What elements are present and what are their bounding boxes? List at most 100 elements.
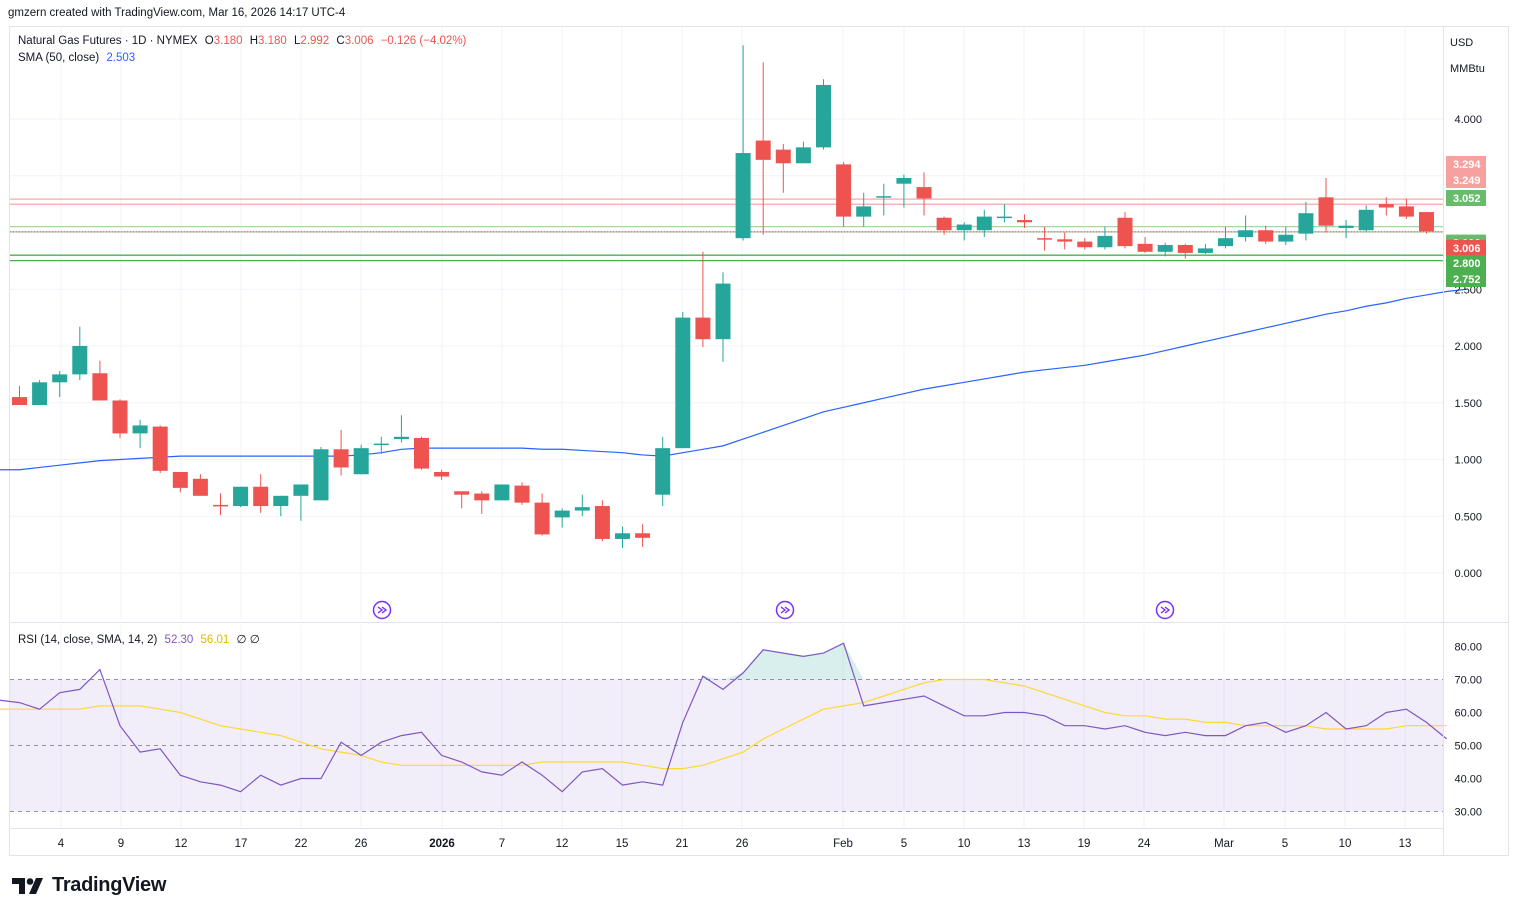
time-tick-label: 10: [958, 838, 971, 850]
candle-body: [514, 485, 530, 503]
candle-body: [976, 216, 992, 231]
candle-body: [52, 374, 68, 383]
candle-body: [594, 506, 610, 539]
candle-body: [554, 510, 570, 518]
time-tick-label: 19: [1078, 838, 1091, 850]
currency-label[interactable]: USD: [1450, 37, 1474, 49]
event-marker-arrow: [1160, 606, 1171, 614]
time-tick-label: Mar: [1214, 838, 1234, 850]
candle-body: [213, 504, 228, 507]
candles: [12, 45, 1434, 549]
candle-body: [1318, 197, 1334, 226]
candle-body: [333, 449, 349, 468]
candle-body: [876, 196, 892, 198]
rsi-sma-line: [0, 678, 1447, 770]
candle-body: [233, 486, 249, 507]
sma-line: [0, 288, 1467, 471]
candle-body: [1419, 212, 1434, 232]
rsi-tick-label: 30.00: [1454, 807, 1482, 819]
low-value: 2.992: [300, 35, 330, 47]
time-tick-label: 26: [355, 838, 368, 850]
candle-body: [152, 426, 168, 471]
candle-body: [12, 397, 27, 406]
time-tick-label: 10: [1339, 838, 1352, 850]
time-tick-label: 13: [1399, 838, 1412, 850]
candle-body: [896, 178, 912, 184]
candle-body: [1278, 234, 1294, 242]
chart-frame: [9, 26, 1509, 856]
candle-body: [1117, 217, 1133, 247]
candle-body: [393, 436, 409, 440]
price-tick-label: 0.000: [1454, 568, 1482, 580]
price-axis-badge-text: 3.052: [1453, 193, 1481, 205]
sma-value: 2.503: [106, 52, 136, 64]
sma-label: SMA (50, close): [18, 52, 100, 64]
price-axis-badge: [1446, 190, 1486, 206]
rsi-tick-label: 40.00: [1454, 774, 1482, 786]
candle-body: [635, 533, 651, 538]
candle-body: [574, 507, 590, 511]
rsi-tick-label: 50.00: [1454, 741, 1482, 753]
axes: 4.000 2.500 2.000 1.500 1.000 0.500 0.000 80.00…: [10, 27, 1508, 855]
high-label: H: [249, 35, 259, 47]
time-tick-label: 2026: [429, 838, 455, 850]
price-axis-badge: [1446, 156, 1486, 172]
time-tick-label: 22: [295, 838, 308, 850]
candle-body: [454, 491, 470, 495]
unit-label[interactable]: MMBtu: [1450, 63, 1485, 75]
time-tick-label: 21: [676, 838, 689, 850]
candle-body: [1218, 238, 1233, 247]
candle-body: [273, 495, 289, 507]
candle-body: [1398, 206, 1414, 217]
price-axis-badge-text: 2.800: [1453, 258, 1481, 270]
brand-name: TradingView: [52, 874, 167, 896]
candle-body: [72, 346, 88, 375]
candle-body: [956, 224, 972, 231]
symbol-legend[interactable]: Natural Gas Futures · 1D · NYMEX O3.180 …: [18, 35, 466, 47]
price-tick-label: 2.000: [1454, 341, 1482, 353]
candle-body: [856, 206, 872, 217]
rsi-lines: [0, 642, 1447, 793]
rsi-sma-value: 56.01: [200, 634, 230, 646]
rsi-tick-label: 60.00: [1454, 708, 1482, 720]
time-tick-label: 13: [1018, 838, 1031, 850]
price-labels: 3.2943.2493.0523.0063.00602:52:142.8002.…: [1446, 156, 1498, 287]
candle-body: [1358, 209, 1374, 231]
candle-body: [172, 471, 188, 488]
candle-body: [313, 449, 329, 501]
candle-body: [996, 216, 1012, 219]
time-tick-label: Feb: [833, 838, 853, 850]
candle-body: [755, 140, 771, 160]
candle-body: [373, 443, 389, 446]
candle-body: [1298, 213, 1314, 234]
sma-legend[interactable]: SMA (50, close) 2.503: [18, 52, 135, 64]
candle-body: [1037, 238, 1053, 240]
sma-50-line: [0, 288, 1467, 471]
price-axis-badge: [1446, 271, 1486, 287]
price-axis-badge: [1446, 255, 1486, 271]
symbol-name: Natural Gas Futures · 1D · NYMEX: [18, 35, 198, 47]
time-tick-label: 4: [58, 838, 65, 850]
rsi-extra: ∅ ∅: [236, 634, 260, 646]
candle-body: [655, 448, 671, 495]
price-tick-label: 2.500: [1454, 284, 1482, 296]
price-tick-label: 0.500: [1454, 511, 1482, 523]
close-label: C: [336, 35, 345, 47]
candle-body: [735, 153, 751, 239]
candle-body: [192, 478, 208, 496]
candle-body: [1157, 244, 1173, 252]
tradingview-logo[interactable]: TradingView: [12, 874, 166, 897]
open-label: O: [204, 35, 214, 47]
candle-body: [1238, 230, 1254, 238]
high-value: 3.180: [258, 35, 287, 47]
candle-body: [1057, 239, 1073, 242]
price-axis-badge: [1446, 172, 1486, 188]
close-value: 3.006: [344, 35, 374, 47]
candle-body: [1258, 230, 1274, 242]
rsi-legend[interactable]: RSI (14, close, SMA, 14, 2) 52.30 56.01 …: [18, 632, 260, 646]
candle-body: [836, 164, 852, 217]
candle-body: [253, 486, 269, 507]
rsi-overbought-fill: [702, 643, 864, 680]
rsi-value: 52.30: [164, 634, 194, 646]
